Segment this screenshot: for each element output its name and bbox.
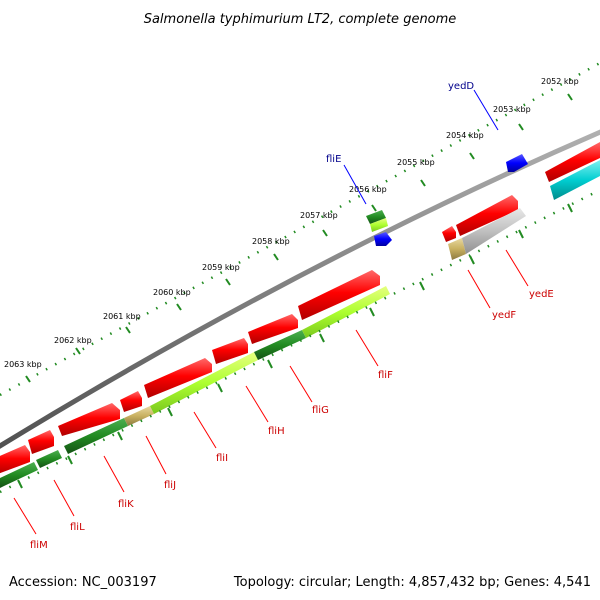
gene-arrow [64, 418, 128, 454]
blue-feature [374, 232, 392, 246]
gene-label-flil: fliL [70, 522, 85, 533]
ruler-tick [17, 479, 23, 489]
gene-arrow [448, 238, 466, 260]
gene-arrow [212, 338, 248, 364]
ruler-tick [267, 359, 273, 369]
blue-feature [506, 154, 528, 172]
gene-label-flij: fliJ [164, 480, 176, 491]
inner-gene-labels: yedE yedF fliF fliG fliH fliI fliJ fliK … [13, 249, 554, 551]
ruler-tick [67, 455, 73, 465]
gene-arrow [370, 218, 388, 232]
ruler-tick [273, 253, 279, 261]
label-leader [13, 497, 37, 535]
label-leader [53, 479, 75, 517]
gene-arrow [254, 330, 306, 360]
gene-arrow [456, 195, 518, 236]
gene-arrow [124, 406, 154, 426]
genome-backbone [0, 129, 600, 449]
label-leader [355, 329, 379, 367]
ruler-label: 2053 kbp [493, 105, 531, 114]
gene-arrow [550, 160, 600, 200]
gene-arrow [248, 314, 298, 344]
ruler-tick [419, 281, 425, 291]
gene-arrow [150, 352, 258, 414]
topology-summary-text: Topology: circular; Length: 4,857,432 bp… [233, 575, 591, 590]
gene-label-flie: fliE [326, 154, 341, 165]
label-leader [289, 365, 313, 403]
ruler-tick [176, 303, 182, 311]
ruler-tick [125, 326, 131, 334]
ruler-tick [369, 307, 375, 317]
ruler-tick [567, 93, 573, 101]
ruler-label: 2057 kbp [300, 211, 338, 220]
map-title: Salmonella typhimurium LT2, complete gen… [144, 12, 457, 27]
ruler-label: 2061 kbp [103, 312, 141, 321]
label-leader [103, 455, 125, 493]
ruler-label: 2060 kbp [153, 288, 191, 297]
gene-label-yedf: yedF [492, 310, 516, 321]
ruler-tick [567, 203, 573, 213]
gene-label-yede: yedE [529, 289, 554, 300]
gene-arrow [0, 462, 38, 488]
ruler-tick [469, 255, 475, 265]
gene-arrow [366, 210, 386, 224]
gene-arrow [462, 208, 526, 254]
ruler-tick [117, 431, 123, 441]
label-leader [467, 269, 491, 309]
label-leader [505, 249, 529, 287]
ruler-label: 2054 kbp [446, 131, 484, 140]
ruler-label: 2059 kbp [202, 263, 240, 272]
label-leader [193, 411, 217, 449]
label-leader [145, 435, 167, 475]
ruler-tick [217, 383, 223, 393]
gene-label-flii: fliI [216, 453, 228, 464]
outer-gene-labels: yedD fliE [326, 81, 499, 205]
gene-arrow [28, 430, 54, 454]
gene-arrow [442, 226, 456, 242]
ruler-tick [518, 229, 524, 239]
gene-arrow [298, 270, 380, 320]
gene-label-flig: fliG [312, 405, 329, 416]
ruler-label: 2052 kbp [541, 77, 579, 86]
label-leader [245, 385, 269, 423]
ruler-label: 2063 kbp [4, 360, 42, 369]
gene-arrow [36, 450, 62, 468]
ruler-tick [469, 152, 475, 160]
reverse-strand-genes [0, 160, 600, 488]
gene-label-flih: fliH [268, 426, 285, 437]
forward-strand-genes [0, 142, 600, 474]
ruler-tick [518, 123, 524, 131]
outer-ruler-ticks [25, 93, 573, 383]
ruler-tick [420, 179, 426, 187]
ruler-label: 2056 kbp [349, 185, 387, 194]
gene-label-flim: fliM [30, 540, 48, 551]
gene-arrow [302, 286, 390, 338]
label-leader [473, 89, 499, 131]
ruler-tick [319, 333, 325, 343]
ruler-tick [167, 407, 173, 417]
outer-ruler-labels: 2052 kbp 2053 kbp 2054 kbp 2055 kbp 2056… [4, 77, 579, 369]
ruler-tick [225, 278, 231, 286]
gene-label-flik: fliK [118, 499, 134, 510]
ruler-tick [75, 347, 81, 355]
ruler-tick [25, 375, 31, 383]
accession-text: Accession: NC_003197 [9, 575, 157, 590]
gene-arrow [144, 358, 212, 398]
ruler-label: 2055 kbp [397, 158, 435, 167]
gene-label-flif: fliF [378, 370, 393, 381]
ruler-tick [371, 204, 377, 212]
gene-label-yedd: yedD [448, 81, 474, 92]
ruler-tick [322, 229, 328, 237]
ruler-label: 2058 kbp [252, 237, 290, 246]
inner-ruler-ticks [17, 203, 573, 489]
gene-arrow [120, 391, 142, 412]
ruler-label: 2062 kbp [54, 336, 92, 345]
gene-arrow [0, 445, 30, 474]
gene-arrow [58, 403, 120, 436]
label-leader [343, 164, 367, 205]
gene-arrow [545, 142, 600, 182]
